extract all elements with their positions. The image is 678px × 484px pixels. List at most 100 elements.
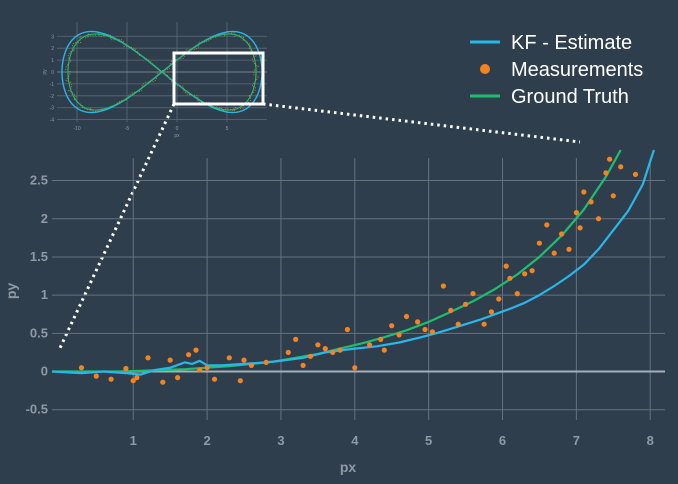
x-tick-label: 4 [351, 433, 359, 448]
measurement-point [566, 246, 572, 252]
measurement-point [241, 357, 247, 363]
measurement-point [396, 332, 402, 338]
measurement-point [197, 367, 203, 373]
measurement-point [544, 222, 550, 228]
measurement-point [344, 326, 350, 333]
measurement-point [496, 296, 502, 302]
inset-y-tick-label: -3 [50, 106, 55, 112]
legend-label: KF - Estimate [511, 32, 632, 54]
x-tick-label: 6 [499, 433, 506, 448]
measurement-point [237, 378, 243, 384]
measurement-point [573, 210, 580, 216]
measurement-point [488, 309, 494, 315]
measurement-point [263, 359, 269, 365]
measurement-point [422, 326, 428, 333]
inset-y-tick-label: 3 [51, 34, 54, 40]
main-plot-grid [52, 158, 665, 420]
measurement-point [315, 342, 321, 348]
measurement-point [522, 271, 528, 277]
x-tick-label: 2 [203, 433, 210, 448]
measurement-point [503, 263, 509, 269]
x-axis-label: px [340, 459, 357, 475]
measurement-point [211, 376, 218, 382]
inset-ground-truth-curve [67, 33, 257, 111]
legend-label: Ground Truth [511, 86, 629, 108]
y-tick-label: 0 [41, 364, 48, 379]
measurement-point [322, 346, 328, 352]
measurement-point [378, 336, 384, 342]
measurement-point [123, 365, 129, 372]
measurement-point [193, 347, 199, 353]
y-tick-label: 1.5 [30, 249, 48, 264]
y-tick-label: 0.5 [30, 325, 48, 340]
measurement-point [470, 291, 476, 297]
measurement-point [514, 291, 520, 297]
legend: KF - Estimate Measurements Ground Truth [470, 32, 643, 108]
inset-y-tick-label: 0 [51, 70, 54, 76]
measurement-point [440, 283, 446, 289]
measurement-point [507, 275, 513, 281]
measurement-point [536, 240, 543, 246]
measurement-point [293, 336, 299, 342]
zoom-connector-lines [58, 102, 581, 349]
measurement-point [588, 199, 594, 205]
x-tick-label: 3 [277, 433, 284, 448]
measurement-point [145, 355, 151, 361]
zoom-connector-left [58, 103, 176, 349]
measurement-point [463, 301, 469, 307]
measurement-point [108, 376, 114, 382]
measurement-point [300, 362, 306, 368]
measurement-point [330, 349, 336, 355]
y-tick-label: 1 [41, 287, 48, 302]
inset-y-tick-label: 2 [51, 46, 54, 52]
measurement-point [78, 365, 85, 371]
measurement-point [134, 375, 140, 381]
inset-y-tick-label: -4 [50, 118, 55, 124]
measurement-point [481, 321, 487, 327]
legend-swatch-dot [480, 64, 490, 74]
measurement-point [130, 378, 136, 384]
inset-x-axis-label: px [174, 133, 180, 139]
y-tick-label: 2.5 [30, 173, 48, 188]
measurement-point [226, 355, 232, 361]
series-line-2 [52, 149, 622, 373]
measurement-point [559, 231, 565, 237]
x-tick-label: 1 [130, 433, 137, 448]
measurement-point [381, 347, 387, 353]
measurement-point [603, 170, 609, 176]
measurement-point [175, 375, 181, 381]
zoom-connector-right [262, 102, 581, 144]
inset-x-tick-label: 5 [226, 126, 229, 132]
inset-x-tick-label: -10 [73, 126, 80, 132]
measurement-point [389, 323, 395, 329]
measurement-point [632, 171, 639, 177]
x-tick-label: 7 [573, 433, 580, 448]
measurement-point [455, 321, 461, 327]
measurement-point [448, 307, 454, 313]
measurement-point [367, 342, 373, 348]
measurement-point [415, 319, 421, 325]
x-tick-label: 8 [647, 433, 654, 448]
y-tick-label: -0.5 [26, 402, 48, 417]
inset-y-axis-label: py [42, 69, 48, 75]
measurement-point [577, 225, 583, 231]
measurement-point [352, 365, 358, 371]
measurement-point [337, 347, 343, 353]
measurement-point [204, 365, 210, 371]
measurement-point [186, 352, 192, 358]
y-tick-label: 2 [41, 211, 48, 226]
inset-zoom-box [172, 51, 265, 106]
measurement-point [403, 313, 410, 320]
x-tick-label: 5 [425, 433, 432, 448]
measurement-point [618, 164, 624, 170]
inset-y-tick-label: 1 [51, 58, 54, 64]
y-axis-label: py [3, 283, 19, 300]
measurement-point [429, 329, 435, 335]
measurement-point [529, 268, 535, 274]
measurement-point [610, 193, 616, 199]
inset-y-tick-label: -1 [50, 82, 55, 88]
main-plot-series [51, 149, 655, 385]
measurement-point [285, 349, 291, 355]
